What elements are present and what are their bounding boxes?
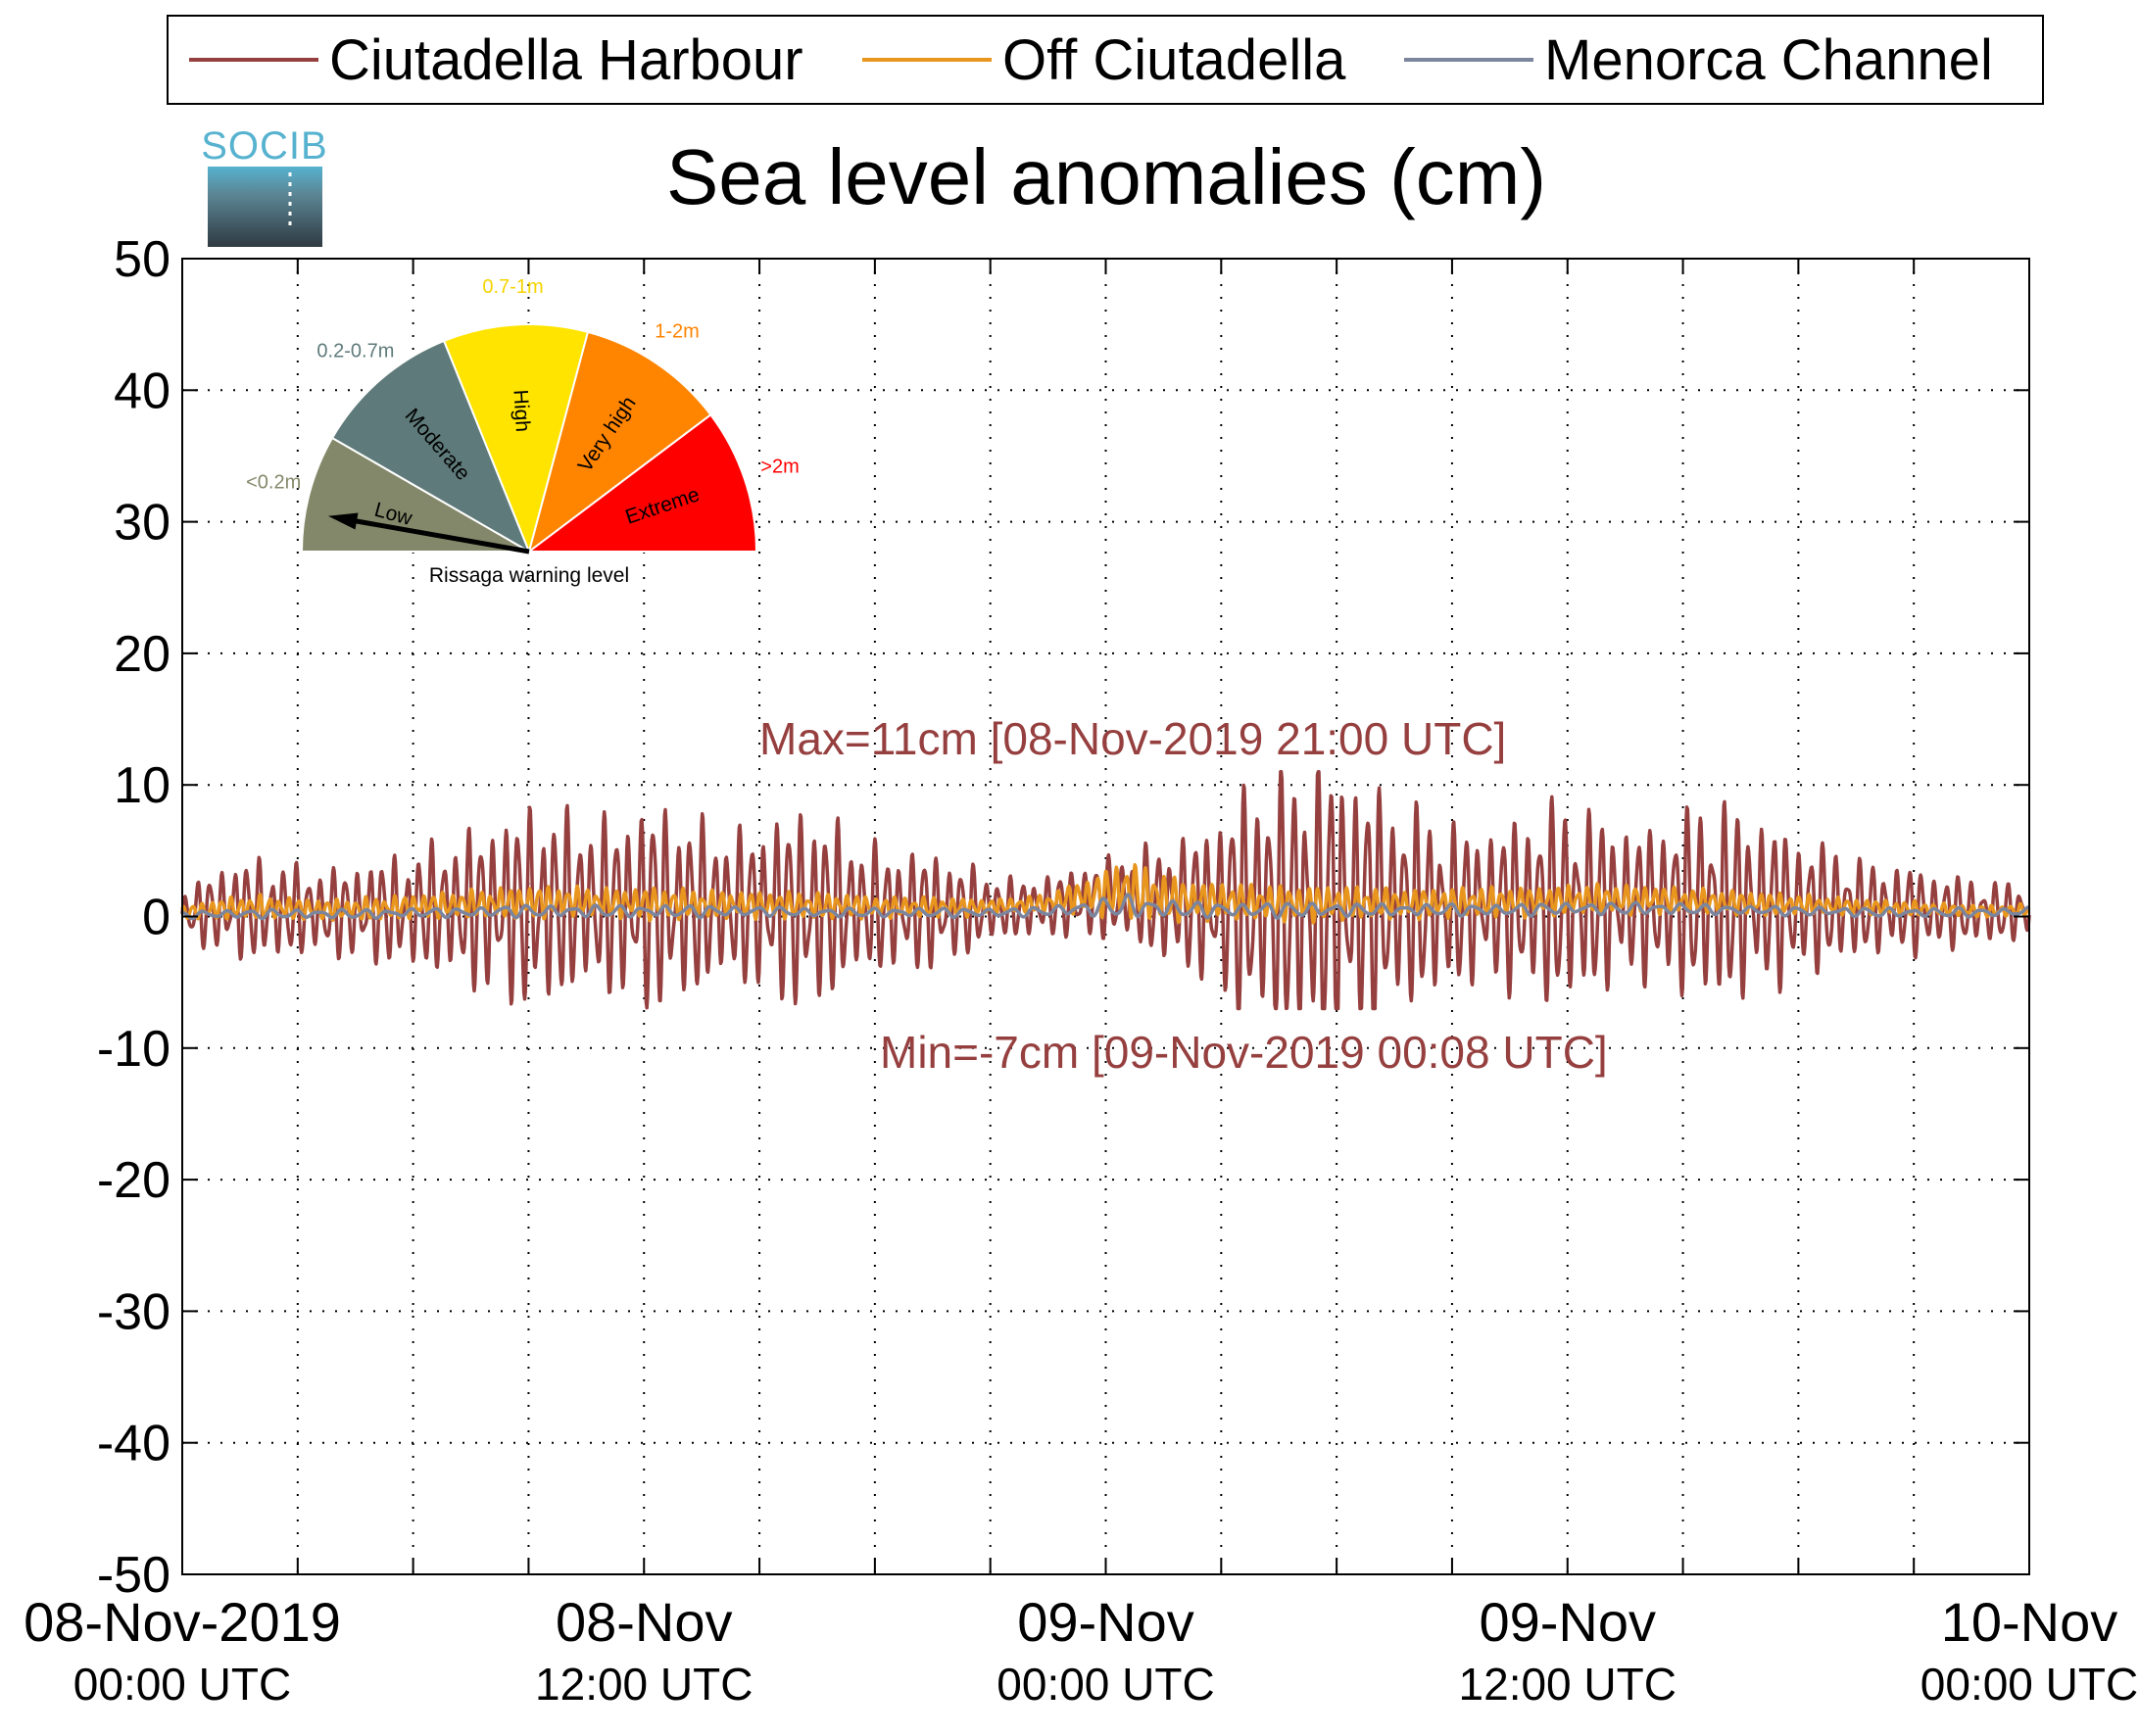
rissaga-gauge: Rissaga warning level Low<0.2m Moderate0.… bbox=[246, 276, 800, 587]
legend-box bbox=[167, 15, 2044, 105]
x-tick-label-date: 10-Nov bbox=[1941, 1591, 2118, 1653]
x-tick-label-date: 09-Nov bbox=[1017, 1591, 1194, 1653]
series-layer bbox=[180, 770, 2031, 1011]
x-tick-label-time: 00:00 UTC bbox=[997, 1659, 1214, 1710]
legend-label-off-ciutadella: Off Ciutadella bbox=[1002, 28, 1346, 92]
gauge-range-label: 1-2m bbox=[655, 320, 700, 342]
y-axis: 50 40 30 20 10 0 -10 -20 -30 -40 -50 bbox=[97, 231, 2029, 1604]
x-tick-label-time: 12:00 UTC bbox=[535, 1659, 753, 1710]
min-annotation: Min=-7cm [09-Nov-2019 00:08 UTC] bbox=[880, 1027, 1608, 1078]
x-tick-label-time: 12:00 UTC bbox=[1459, 1659, 1677, 1710]
legend-label-menorca-channel: Menorca Channel bbox=[1544, 28, 1993, 92]
grid bbox=[182, 259, 2029, 1574]
y-tick-label: 10 bbox=[114, 757, 170, 814]
gauge-segment-moderate bbox=[330, 339, 532, 555]
series-line-menorca-channel bbox=[180, 892, 2031, 921]
legend-label-ciutadella-harbour: Ciutadella Harbour bbox=[329, 28, 803, 92]
x-tick-label-date: 08-Nov-2019 bbox=[24, 1591, 341, 1653]
gauge-pointer bbox=[345, 516, 530, 555]
x-tick-label-date: 08-Nov bbox=[556, 1591, 733, 1653]
legend: Ciutadella Harbour Off Ciutadella Menorc… bbox=[167, 15, 2044, 105]
y-tick-label: -50 bbox=[97, 1547, 170, 1604]
gauge-segment-very-high bbox=[527, 330, 712, 555]
y-tick-label: -40 bbox=[97, 1416, 170, 1472]
gauge-range-label: 0.7-1m bbox=[482, 276, 543, 298]
series-line-off-ciutadella bbox=[180, 862, 2031, 925]
y-tick-label: 50 bbox=[114, 231, 170, 288]
gauge-range-label: 0.2-0.7m bbox=[316, 340, 394, 362]
socib-logo-block bbox=[208, 167, 322, 247]
chart-title: Sea level anomalies (cm) bbox=[666, 133, 1546, 220]
gauge-segment-extreme bbox=[526, 412, 758, 553]
x-tick-label-date: 09-Nov bbox=[1479, 1591, 1656, 1653]
y-tick-label: -30 bbox=[97, 1283, 170, 1340]
gauge-title: Rissaga warning level bbox=[429, 564, 629, 587]
y-tick-label: -10 bbox=[97, 1021, 170, 1078]
gauge-range-label: <0.2m bbox=[246, 471, 301, 493]
y-tick-label: 30 bbox=[114, 495, 170, 552]
y-tick-label: 40 bbox=[114, 362, 170, 419]
socib-logo-text: SOCIB bbox=[201, 124, 327, 168]
gauge-segment-high bbox=[442, 323, 590, 555]
x-tick-label-time: 00:00 UTC bbox=[1920, 1659, 2138, 1710]
x-tick-label-time: 00:00 UTC bbox=[73, 1659, 291, 1710]
max-annotation: Max=11cm [08-Nov-2019 21:00 UTC] bbox=[759, 713, 1506, 764]
socib-logo: SOCIB bbox=[201, 124, 327, 247]
y-tick-label: 0 bbox=[142, 890, 170, 946]
y-tick-label: -20 bbox=[97, 1152, 170, 1209]
x-axis: 08-Nov-2019 00:00 UTC 08-Nov 12:00 UTC 09-No… bbox=[24, 259, 2138, 1710]
gauge-pointer-arrowhead bbox=[327, 512, 359, 530]
gauge-segment-label: High bbox=[509, 389, 534, 433]
gauge-range-label: >2m bbox=[760, 457, 799, 478]
y-tick-label: 20 bbox=[114, 626, 170, 683]
